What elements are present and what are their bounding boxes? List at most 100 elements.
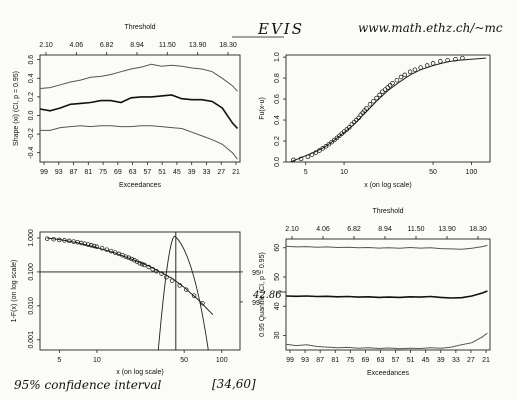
shape-x-tick-label: 63 [129,169,137,176]
quantile-x-tick-label: 57 [392,357,400,364]
fu-data-point [309,152,315,157]
tail-data-point [164,274,169,280]
fu-data-point [323,144,329,149]
shape-x-tick-label: 93 [55,169,63,176]
tail-data-point [104,247,110,252]
fu-data-point [398,74,404,80]
tail-data-point [137,260,142,266]
quantile-x-tick-label: 33 [452,357,460,364]
quantile-x-tick-label: 87 [316,357,324,364]
shape-series-upper [39,63,238,92]
quantile-x-tick-label: 93 [301,357,309,364]
tail-data-point [108,248,114,254]
shape-x-tick-label: 87 [70,169,78,176]
tail-data-point [150,266,155,272]
shape-plot-frame [39,54,241,163]
tail-data-point [142,262,147,268]
tail-data-point [184,287,189,292]
fu-data-point [453,56,458,62]
quantile-y-tick-label: 30 [274,331,281,339]
fu-y-tick-label: 0.6 [274,94,281,104]
shape-threshold-tick-label: 13.90 [189,42,207,49]
fu-data-point [367,102,373,107]
tail-data-point [139,261,145,267]
shape-x-tick-label: 75 [99,169,107,176]
fu-data-point [377,92,382,98]
shape-x-tick-label: 81 [84,169,92,176]
quantile-threshold-tick-label: 11.50 [408,226,425,233]
shape-x-tick-label: 27 [217,169,225,176]
shape-panel: Threshold 2.10 4.06 6.82 8.94 11.50 13.90 18.30… [13,24,241,189]
fu-x-tick-label: 50 [429,169,437,176]
shape-y-tick-label: 0.6 [28,55,35,65]
quantile-x-tick-label: 69 [361,357,369,364]
tail-data-point [57,237,62,243]
quantile-threshold-title: Threshold [372,208,403,215]
tail-likelihood-curve [157,235,209,351]
tail-data-point [177,283,182,288]
shape-series-lower [40,125,238,160]
tail-data-point [51,236,56,242]
handwritten-title: EVIS [257,20,304,38]
shape-x-tick-label: 39 [188,169,196,176]
fu-data-point [390,81,395,86]
shape-threshold-title: Threshold [124,24,155,31]
tail-y-tick-label: 0.001 [28,331,35,349]
fu-data-point [313,150,319,155]
tail-y-tick-label: 0.100 [28,263,35,281]
quantile-x-tick-label: 51 [407,357,415,364]
shape-x-tick-label: 21 [232,169,240,176]
shape-x-tick-label: 57 [143,169,151,176]
fu-data-point [364,106,369,111]
tail-data-point [62,238,67,243]
fu-data-point [305,154,311,160]
fu-plot-frame [285,54,491,163]
fu-data-point [407,69,413,75]
tail-y-tick-label: 1.000 [28,229,35,247]
fu-data-point [317,148,322,153]
fu-data-point [460,55,465,61]
tail-data-point [191,293,197,298]
tail-data-point [123,254,128,259]
quantile-y-tick-label: 40 [274,302,281,310]
shape-threshold-tick-label: 8.94 [130,42,144,49]
shape-x-tick-label: 99 [40,169,48,176]
quantile-x-tick-label: 21 [482,357,490,364]
fu-data-point [418,65,423,70]
shape-y-tick-label: 0.4 [28,73,35,83]
shape-threshold-tick-label: 2.10 [39,42,53,49]
fu-y-tick-label: 1.0 [274,52,281,62]
fu-y-tick-label: 0.2 [274,136,281,146]
fu-fitted-curve [290,57,486,163]
shape-threshold-tick-label: 4.06 [70,42,84,49]
quantile-threshold-tick-label: 6.82 [347,226,361,233]
handwritten-url: www.math.ethz.ch/~mc [358,21,503,35]
quantile-y-tick-label: 50 [274,273,281,281]
fu-data-point [402,72,408,78]
fu-data-point [430,61,436,66]
fu-y-tick-label: 0.0 [274,157,281,167]
tail-right-tick-label: 99 [252,300,260,307]
quantile-x-tick-label: 27 [467,357,475,364]
tail-data-point [94,244,100,250]
quantile-panel: Threshold 2.10 4.06 6.82 8.94 11.50 13.90 18.30… [259,208,491,377]
fu-data-point [291,157,296,163]
fu-y-tick-label: 0.4 [274,115,281,125]
shape-threshold-tick-label: 18.30 [219,42,237,49]
quantile-threshold-tick-label: 4.06 [316,226,330,233]
quantile-x-tick-label: 75 [346,357,354,364]
shape-y-tick-label: -0.2 [28,128,35,140]
tail-right-tick-label: 95 [252,270,260,277]
shape-x-tick-label: 51 [158,169,166,176]
fu-x-tick-label: 100 [466,169,478,176]
quantile-y-tick-label: 60 [274,244,281,252]
tail-data-point [85,242,91,247]
tail-x-axis-label: x (on log scale) [116,369,163,376]
fu-data-point [424,63,430,68]
shape-series-estimate [39,94,239,130]
fu-y-axis-label: Fu(x-u) [259,97,266,120]
fu-x-axis-label: x (on log scale) [364,182,411,189]
fu-data-point [347,125,352,130]
